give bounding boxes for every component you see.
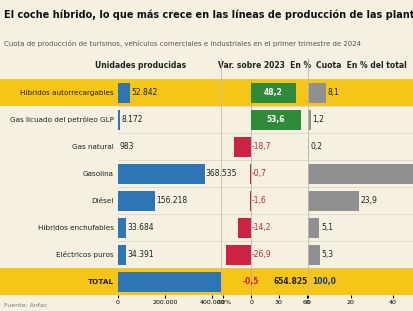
Text: Gas licuado del petróleo GLP: Gas licuado del petróleo GLP	[10, 116, 114, 123]
Text: 8.172: 8.172	[121, 115, 142, 124]
Text: 654.825: 654.825	[273, 277, 307, 286]
Bar	[118, 110, 120, 130]
Text: El coche híbrido, lo que más crece en las líneas de producción de las plant: El coche híbrido, lo que más crece en la…	[4, 9, 413, 20]
Text: Gas natural: Gas natural	[72, 144, 114, 150]
Text: Cuota  En % del total: Cuota En % del total	[315, 61, 406, 70]
Text: Diésel: Diésel	[91, 198, 114, 204]
Text: -14,2: -14,2	[252, 223, 271, 232]
Bar	[308, 245, 319, 265]
Text: 983: 983	[119, 142, 133, 151]
Text: Unidades producidas: Unidades producidas	[95, 61, 186, 70]
Text: -0,5: -0,5	[242, 277, 259, 286]
Bar	[250, 83, 295, 103]
Text: 5,3: 5,3	[320, 250, 332, 259]
Text: Fuente: Anfac: Fuente: Anfac	[4, 303, 47, 308]
Text: 5,1: 5,1	[320, 223, 332, 232]
Bar	[308, 164, 413, 183]
Text: 0,2: 0,2	[310, 142, 322, 151]
Bar	[118, 83, 130, 103]
Text: 52.842: 52.842	[131, 88, 158, 97]
Bar	[308, 110, 310, 130]
Bar	[237, 218, 250, 238]
Bar	[308, 83, 325, 103]
Text: 8,1: 8,1	[326, 88, 338, 97]
Bar	[308, 218, 318, 238]
Text: Híbridos autorrecargables: Híbridos autorrecargables	[20, 90, 114, 96]
Bar	[118, 245, 126, 265]
Text: TOTAL: TOTAL	[88, 279, 114, 285]
Bar	[308, 191, 358, 211]
Bar	[118, 164, 204, 183]
Bar	[233, 137, 250, 156]
Text: 33.684: 33.684	[127, 223, 153, 232]
Bar	[118, 218, 126, 238]
Text: 23,9: 23,9	[360, 196, 377, 205]
Text: 156.218: 156.218	[156, 196, 187, 205]
Text: -18,7: -18,7	[252, 142, 271, 151]
Text: 368.535: 368.535	[205, 169, 237, 179]
Text: Híbridos enchufables: Híbridos enchufables	[38, 225, 114, 231]
Text: -1,6: -1,6	[252, 196, 266, 205]
Bar	[249, 191, 250, 211]
Bar	[118, 272, 271, 292]
Text: Eléctricos puros: Eléctricos puros	[56, 251, 114, 258]
Text: 53,6: 53,6	[266, 115, 285, 124]
Text: 48,2: 48,2	[263, 88, 282, 97]
Text: 1,2: 1,2	[312, 115, 324, 124]
Text: Cuota de producción de turismos, vehículos comerciales e industriales en el prim: Cuota de producción de turismos, vehícul…	[4, 40, 360, 48]
Bar	[250, 110, 300, 130]
Text: Gasolina: Gasolina	[83, 171, 114, 177]
Bar	[118, 191, 154, 211]
Text: -0,7: -0,7	[252, 169, 266, 179]
Text: 34.391: 34.391	[127, 250, 154, 259]
Text: 100,0: 100,0	[312, 277, 336, 286]
Text: -26,9: -26,9	[252, 250, 271, 259]
Text: Var. sobre 2023  En %: Var. sobre 2023 En %	[218, 61, 311, 70]
Bar	[225, 245, 250, 265]
